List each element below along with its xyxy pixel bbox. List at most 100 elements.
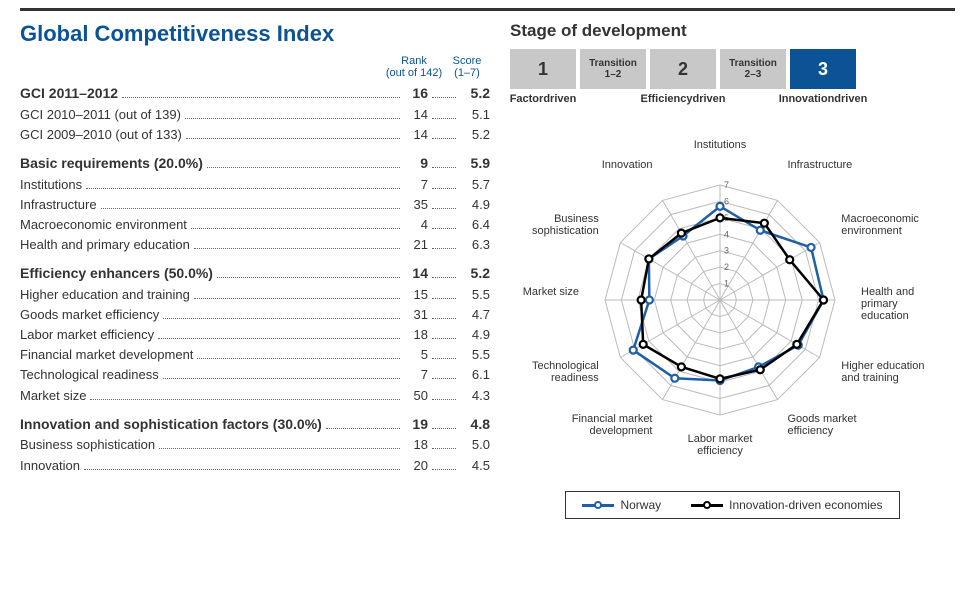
row-label: Institutions: [20, 175, 82, 195]
row-rank: 14: [404, 263, 428, 285]
row-score: 5.2: [460, 83, 490, 105]
svg-text:1: 1: [724, 279, 729, 289]
row-label: GCI 2010–2011 (out of 139): [20, 105, 181, 125]
header-rank-top: Rank: [384, 55, 444, 67]
row-rank: 15: [404, 285, 428, 305]
legend-label: Innovation-driven economies: [729, 498, 882, 512]
row-rank: 20: [404, 456, 428, 476]
radar-axis-label: Goods marketefficiency: [788, 413, 888, 437]
stage-label: [720, 93, 786, 105]
header-score-bot: (1–7): [444, 67, 490, 79]
row-label: GCI 2009–2010 (out of 133): [20, 125, 182, 145]
row-score: 5.7: [460, 175, 490, 195]
row-label: Innovation and sophistication factors (3…: [20, 414, 322, 436]
row-rank: 35: [404, 195, 428, 215]
stage-label: Innovationdriven: [790, 93, 856, 105]
row-label: Infrastructure: [20, 195, 97, 215]
table-row: Health and primary education 21 6.3: [20, 235, 490, 255]
stage-box: 1: [510, 49, 576, 89]
row-rank: 5: [404, 345, 428, 365]
row-rank: 31: [404, 305, 428, 325]
row-rank: 19: [404, 414, 428, 436]
top-rule: [20, 8, 955, 11]
radar-axis-label: Institutions: [670, 139, 770, 151]
row-label: Market size: [20, 386, 86, 406]
row-label: Business sophistication: [20, 435, 155, 455]
legend: Norway Innovation-driven economies: [565, 491, 899, 519]
row-label: Goods market efficiency: [20, 305, 159, 325]
column-headers: Rank (out of 142) Score (1–7): [20, 55, 490, 79]
row-label: Higher education and training: [20, 285, 190, 305]
table-row: Macroeconomic environment46.4: [20, 215, 490, 235]
stage-label: Efficiencydriven: [650, 93, 716, 105]
row-rank: 14: [404, 105, 428, 125]
stage-boxes: 1Transition1–22Transition2–33: [510, 49, 955, 89]
row-score: 4.8: [460, 414, 490, 436]
row-label: Technological readiness: [20, 365, 159, 385]
row-label: Innovation: [20, 456, 80, 476]
row-rank: 16: [404, 83, 428, 105]
row-score: 4.9: [460, 195, 490, 215]
page-title: Global Competitiveness Index: [20, 21, 490, 47]
row-score: 5.0: [460, 435, 490, 455]
radar-axis-label: Health andprimaryeducation: [861, 286, 961, 322]
svg-text:2: 2: [724, 262, 729, 272]
main-container: Global Competitiveness Index Rank (out o…: [0, 21, 975, 519]
svg-text:7: 7: [724, 180, 729, 190]
row-score: 4.7: [460, 305, 490, 325]
stage-title: Stage of development: [510, 21, 955, 41]
table-row: Technological readiness 7 6.1: [20, 365, 490, 385]
table-row: Business sophistication 18 5.0: [20, 435, 490, 455]
row-rank: 21: [404, 235, 428, 255]
stage-box: Transition1–2: [580, 49, 646, 89]
row-score: 6.3: [460, 235, 490, 255]
row-label: Financial market development: [20, 345, 193, 365]
row-score: 6.1: [460, 365, 490, 385]
radar-axis-label: Technologicalreadiness: [499, 360, 599, 384]
legend-label: Norway: [620, 498, 661, 512]
radar-chart: 1234567 InstitutionsInfrastructureMacroe…: [510, 115, 930, 485]
stage-label: [580, 93, 646, 105]
row-rank: 50: [404, 386, 428, 406]
legend-item: Norway: [582, 498, 661, 512]
row-score: 5.9: [460, 153, 490, 175]
table-row: Institutions 7 5.7: [20, 175, 490, 195]
stage-label: Factordriven: [510, 93, 576, 105]
row-label: GCI 2011–2012: [20, 83, 118, 105]
table-row: Labor market efficiency184.9: [20, 325, 490, 345]
row-rank: 9: [404, 153, 428, 175]
table-row: Efficiency enhancers (50.0%)145.2: [20, 263, 490, 285]
row-label: Macroeconomic environment: [20, 215, 187, 235]
table-row: Goods market efficiency 31 4.7: [20, 305, 490, 325]
row-score: 5.2: [460, 125, 490, 145]
radar-axis-label: Infrastructure: [788, 159, 888, 171]
legend-item: Innovation-driven economies: [691, 498, 882, 512]
row-score: 4.9: [460, 325, 490, 345]
row-label: Efficiency enhancers (50.0%): [20, 263, 213, 285]
table-row: GCI 2009–2010 (out of 133) 14 5.2: [20, 125, 490, 145]
row-rank: 4: [404, 215, 428, 235]
table-row: Financial market development55.5: [20, 345, 490, 365]
left-column: Global Competitiveness Index Rank (out o…: [20, 21, 510, 519]
row-rank: 7: [404, 175, 428, 195]
row-score: 5.1: [460, 105, 490, 125]
table-row: GCI 2011–2012 16 5.2: [20, 83, 490, 105]
svg-text:4: 4: [724, 229, 729, 239]
radar-axis-label: Higher educationand training: [841, 360, 941, 384]
svg-text:3: 3: [724, 246, 729, 256]
header-score-top: Score: [444, 55, 490, 67]
row-rank: 14: [404, 125, 428, 145]
table-row: Innovation 20 4.5: [20, 456, 490, 476]
row-rank: 18: [404, 435, 428, 455]
score-table: GCI 2011–2012 16 5.2 GCI 2010–2011 (out of …: [20, 83, 490, 476]
table-row: Innovation and sophistication factors (3…: [20, 414, 490, 436]
row-rank: 7: [404, 365, 428, 385]
stage-box: 2: [650, 49, 716, 89]
radar-axis-label: Innovation: [553, 159, 653, 171]
radar-axis-label: Businesssophistication: [499, 213, 599, 237]
right-column: Stage of development 1Transition1–22Tran…: [510, 21, 955, 519]
row-label: Health and primary education: [20, 235, 190, 255]
radar-axis-label: Macroeconomicenvironment: [841, 213, 941, 237]
row-label: Basic requirements (20.0%): [20, 153, 203, 175]
row-score: 4.5: [460, 456, 490, 476]
